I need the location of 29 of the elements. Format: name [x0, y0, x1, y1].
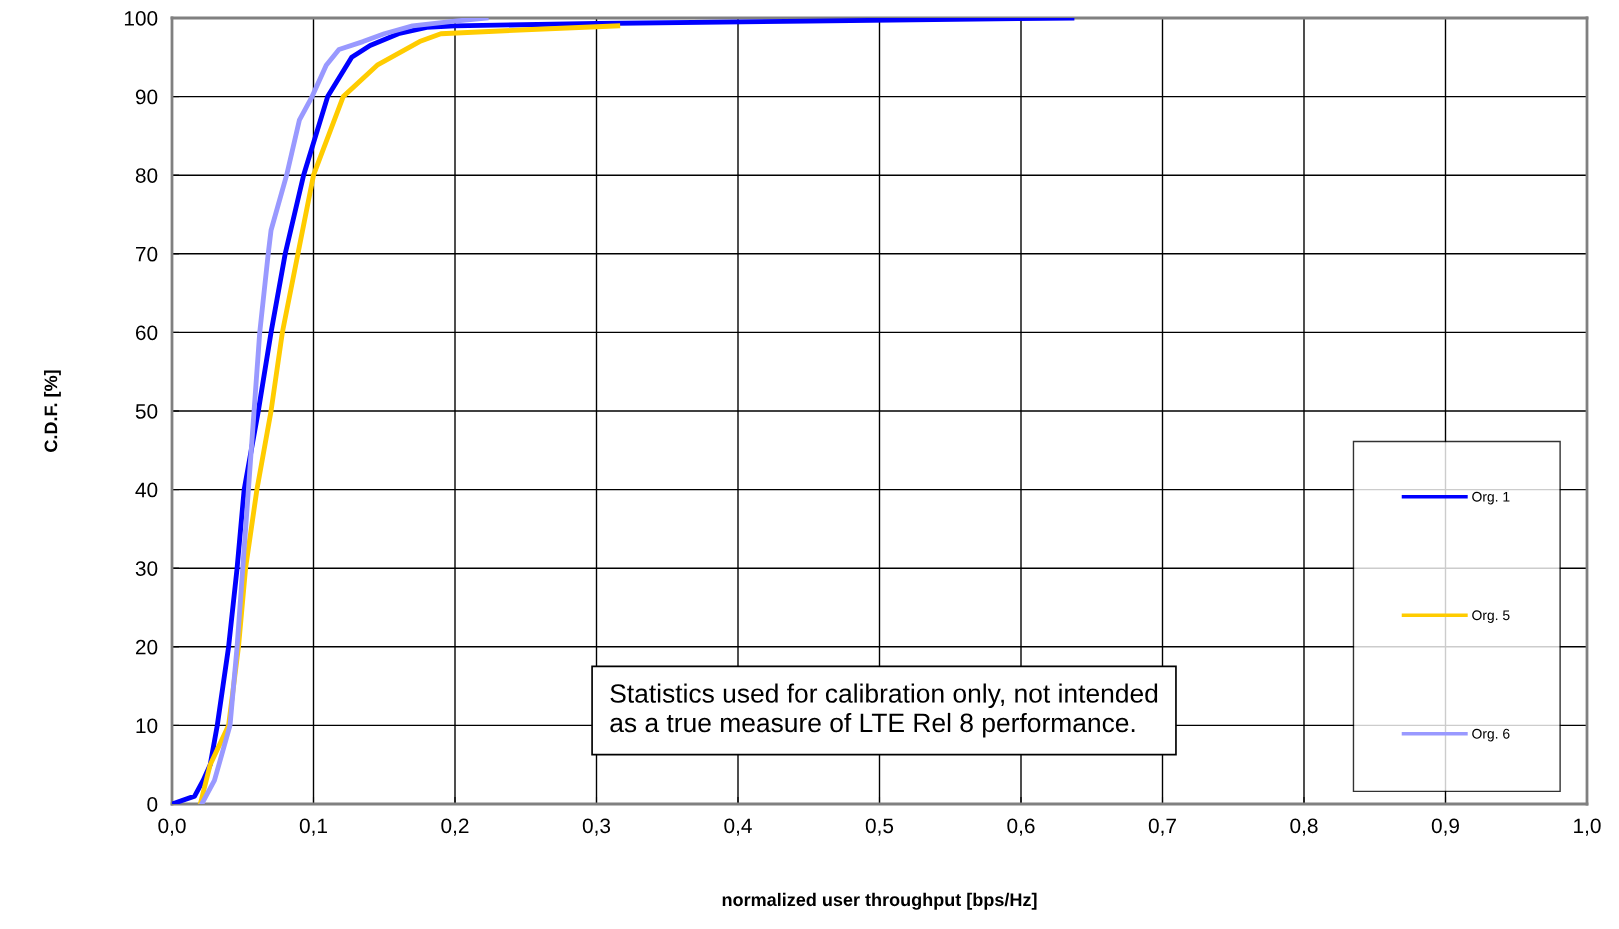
x-tick-label: 0,3: [582, 818, 611, 836]
y-axis-title: C.D.F. [%]: [44, 370, 61, 452]
x-tick-label: 0,1: [299, 818, 327, 836]
y-tick-label: 50: [135, 404, 158, 419]
x-tick-label: 0,0: [158, 818, 186, 836]
x-tick-label: 0,4: [724, 818, 752, 836]
legend-label: Org. 6: [1472, 728, 1510, 742]
legend-label: Org. 1: [1472, 491, 1510, 505]
x-tick-label: 0,9: [1431, 818, 1459, 836]
x-tick-label: 0,2: [441, 818, 469, 836]
y-tick-label: 0: [147, 797, 158, 812]
x-axis-title: normalized user throughput [bps/Hz]: [722, 892, 1037, 910]
y-tick-label: 100: [124, 11, 158, 26]
line-series: [199, 18, 489, 804]
y-tick-label: 20: [135, 639, 158, 655]
y-tick-label: 90: [135, 89, 158, 105]
y-tick-label: 60: [136, 325, 158, 341]
x-tick-label: 1,0: [1574, 818, 1601, 836]
y-tick-label: 30: [135, 561, 158, 576]
x-tick-label: 0,7: [1148, 818, 1176, 836]
y-tick-label: 10: [136, 718, 158, 734]
x-tick-label: 0,5: [865, 818, 894, 836]
legend-label: Org. 5: [1472, 610, 1510, 623]
x-tick-label: 0,6: [1007, 818, 1035, 836]
y-tick-label: 70: [136, 246, 158, 262]
y-tick-label: 40: [135, 482, 158, 498]
annotation: Statistics used for calibration only, not intended as a true measure of LTE Rel 8 performance.: [610, 683, 1158, 738]
x-tick-label: 0,8: [1290, 818, 1318, 836]
y-tick-label: 80: [135, 168, 158, 183]
